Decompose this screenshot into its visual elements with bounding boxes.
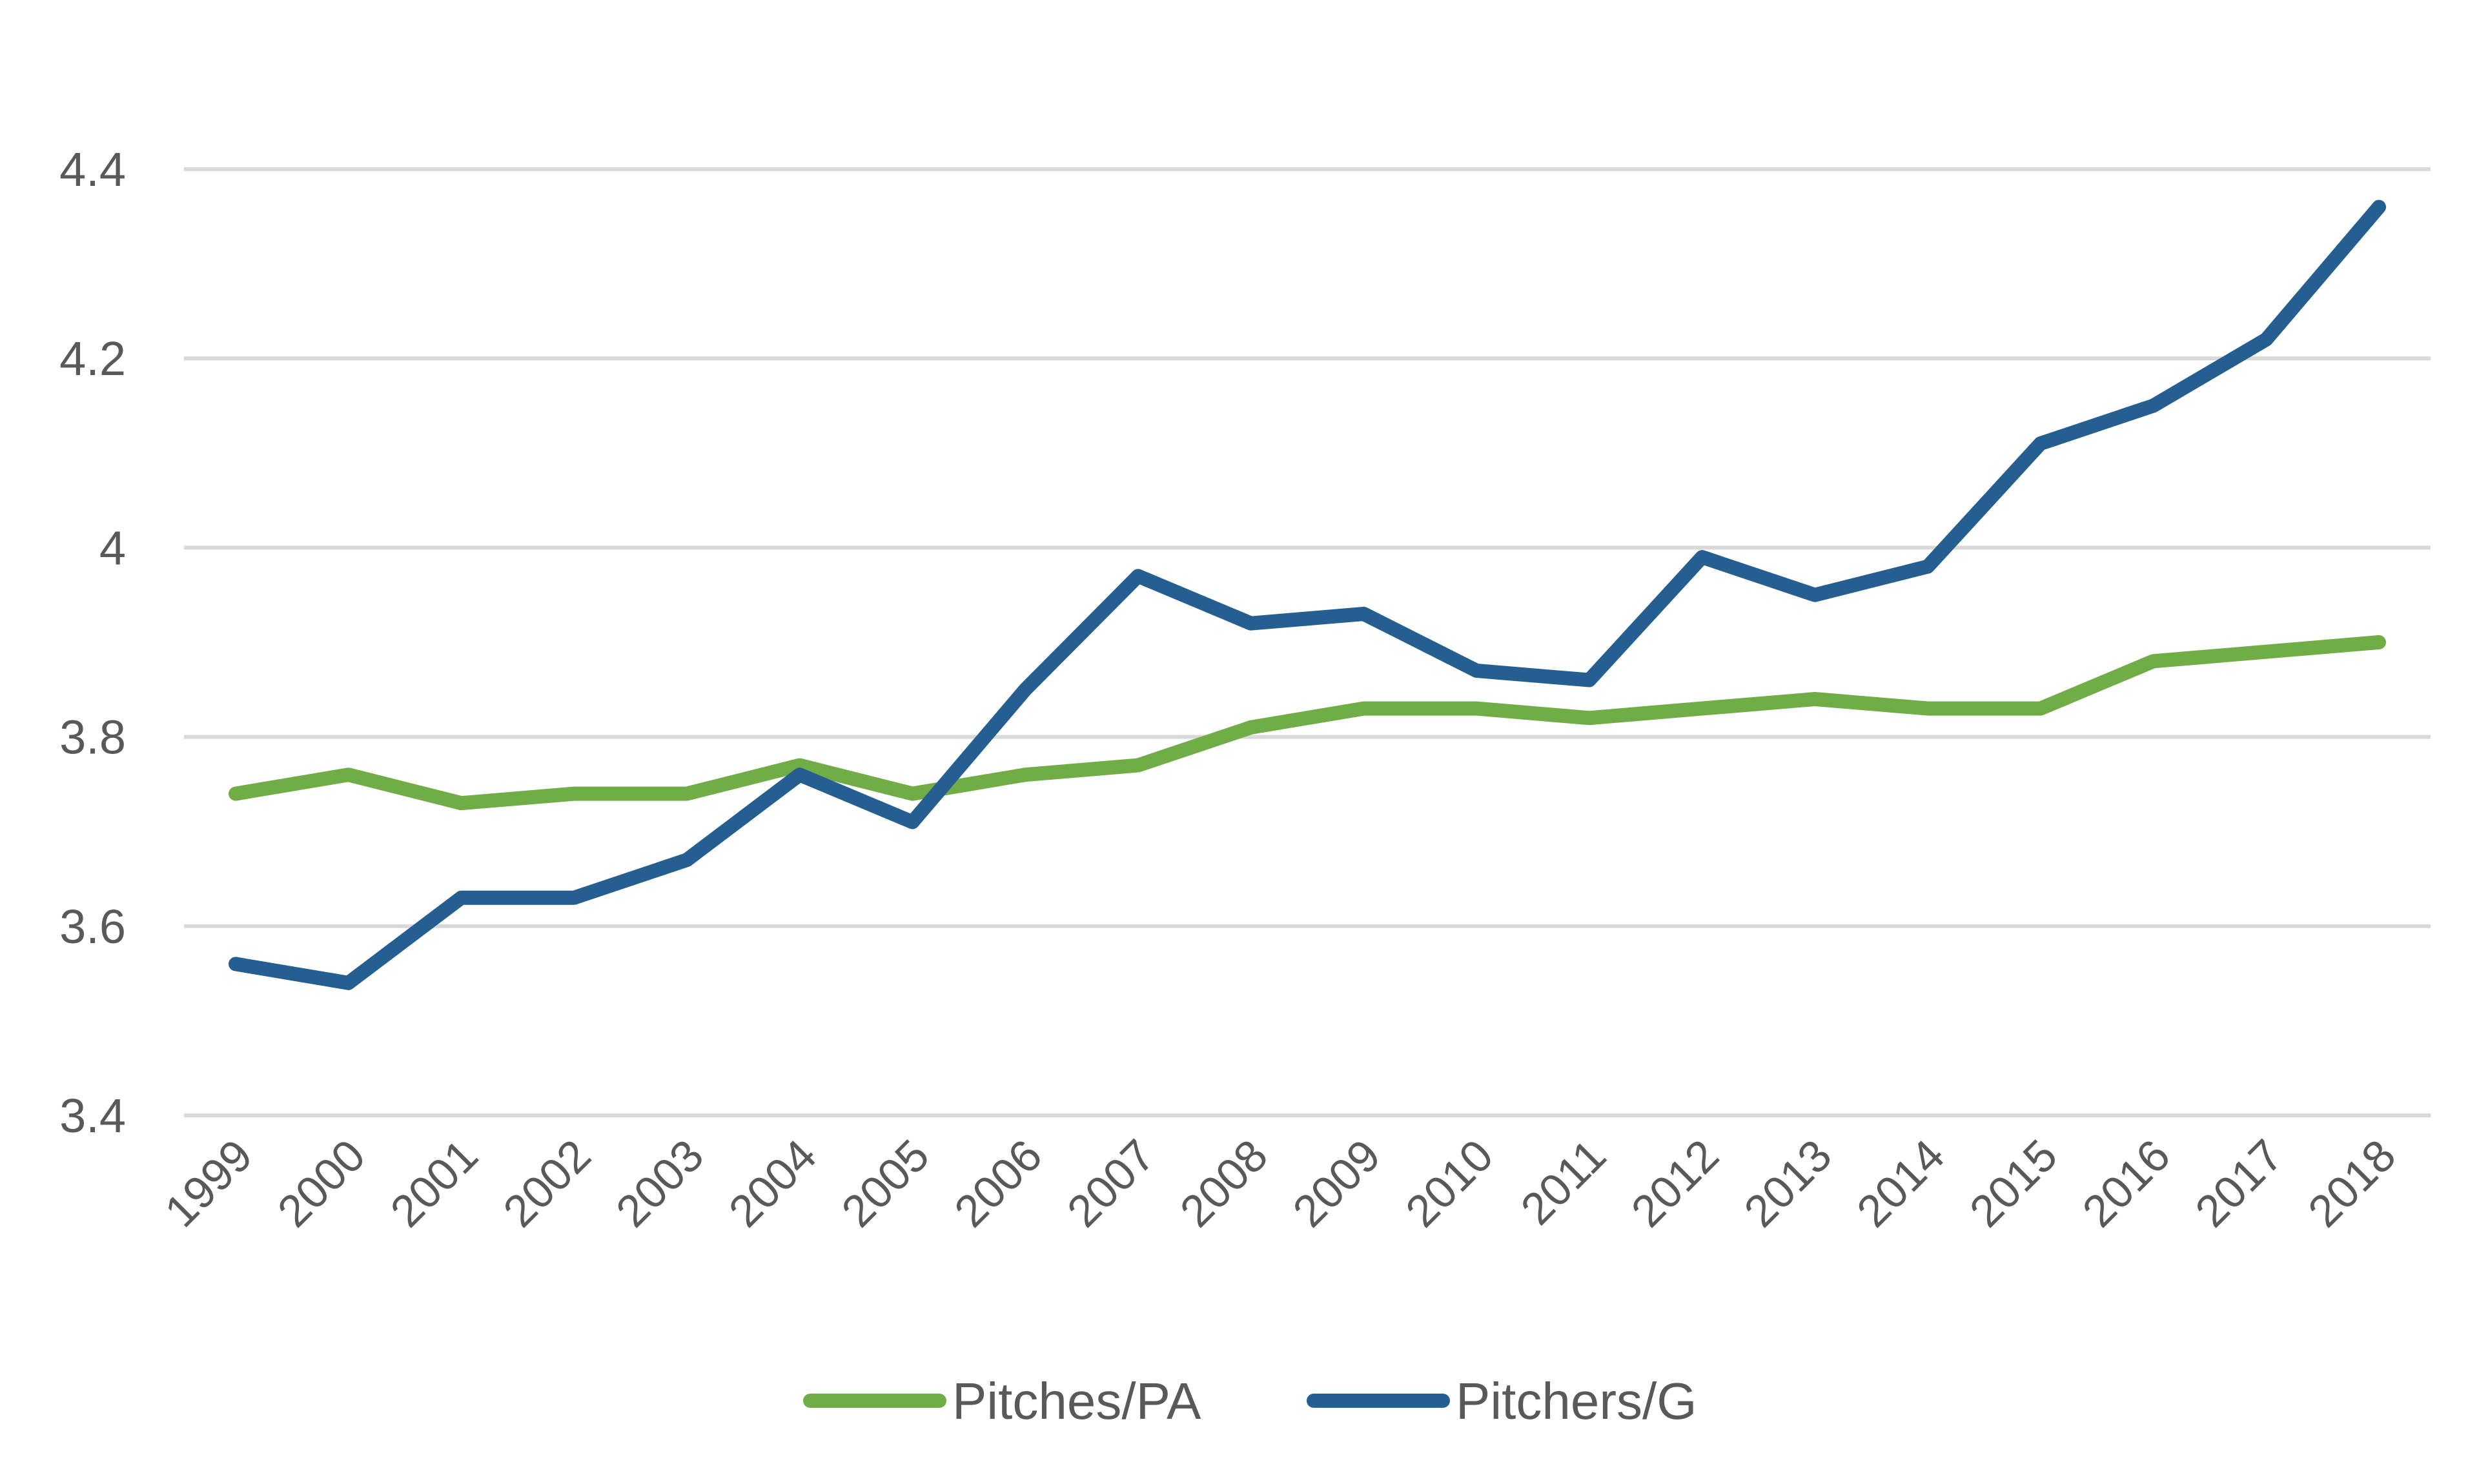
x-tick-label: 2007 xyxy=(1057,1130,1164,1236)
x-tick-label: 2013 xyxy=(1735,1130,1841,1236)
y-tick-label: 3.6 xyxy=(59,900,126,953)
y-tick-label: 4.2 xyxy=(59,332,126,385)
x-tick-label: 2000 xyxy=(268,1130,374,1236)
x-tick-label: 2005 xyxy=(832,1130,939,1236)
x-tick-label: 2008 xyxy=(1170,1130,1277,1236)
legend: Pitches/PA Pitchers/G xyxy=(803,1372,1697,1430)
x-tick-label: 2009 xyxy=(1283,1130,1390,1236)
x-tick-label: 2001 xyxy=(381,1130,487,1236)
x-tick-label: 2011 xyxy=(1511,1130,1616,1234)
x-tick-label: 2006 xyxy=(944,1130,1051,1236)
x-tick-label: 2002 xyxy=(494,1130,600,1236)
y-axis-ticks: 3.4 3.6 3.8 4 4.2 4.4 xyxy=(59,143,126,1143)
y-tick-label: 4 xyxy=(99,521,126,574)
gridlines xyxy=(184,167,2431,1117)
legend-label: Pitches/PA xyxy=(952,1372,1201,1430)
x-tick-label: 2018 xyxy=(2298,1130,2405,1236)
x-tick-label: 2012 xyxy=(1622,1130,1728,1236)
y-tick-label: 4.4 xyxy=(59,143,126,196)
x-tick-label: 2017 xyxy=(2186,1130,2292,1236)
x-tick-label: 2016 xyxy=(2073,1130,2179,1236)
x-tick-label: 1999 xyxy=(155,1130,261,1236)
series-lines xyxy=(229,199,2386,990)
x-tick-label: 2014 xyxy=(1847,1130,1954,1236)
x-axis-ticks: 1999 2000 2001 2002 2003 2004 2005 2006 2007 2008… xyxy=(155,1130,2405,1236)
y-tick-label: 3.4 xyxy=(59,1089,126,1143)
x-tick-label: 2003 xyxy=(606,1130,713,1236)
legend-label: Pitchers/G xyxy=(1456,1372,1697,1430)
series-line-pitchers-per-g xyxy=(229,199,2386,990)
x-tick-label: 2010 xyxy=(1396,1130,1502,1236)
series-line-pitches-per-pa xyxy=(229,635,2386,811)
x-tick-label: 2004 xyxy=(719,1130,826,1236)
x-tick-label: 2015 xyxy=(1960,1130,2066,1236)
y-tick-label: 3.8 xyxy=(59,711,126,764)
